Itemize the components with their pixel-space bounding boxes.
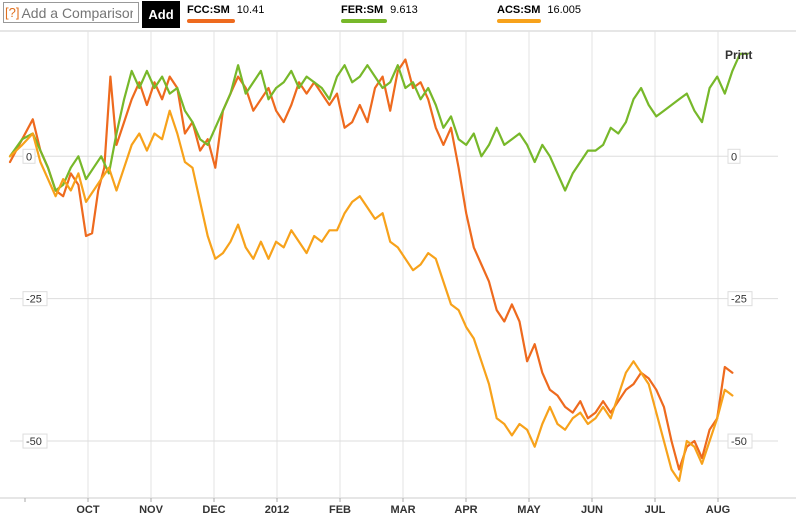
legend-item-fcc: FCC:SM 10.41 bbox=[187, 4, 265, 23]
x-tick-label: JUN bbox=[581, 504, 603, 516]
legend-swatch bbox=[187, 19, 235, 23]
print-button[interactable]: Print bbox=[725, 48, 753, 62]
series-line-fer-sm bbox=[8, 52, 749, 192]
legend-swatch bbox=[341, 19, 387, 23]
legend-value: 10.41 bbox=[236, 4, 265, 16]
x-tick-label: AUG bbox=[706, 504, 730, 516]
legend-ticker: ACS:SM bbox=[497, 4, 541, 16]
y-tick-box-right bbox=[727, 433, 753, 449]
y-tick-box-left bbox=[22, 148, 36, 164]
x-tick-label: NOV bbox=[139, 504, 164, 516]
x-tick-label: MAR bbox=[390, 504, 415, 516]
legend-ticker: FER:SM bbox=[341, 4, 384, 16]
series-line-acs-sm bbox=[8, 109, 734, 482]
y-tick-label-left: -50 bbox=[26, 436, 42, 448]
help-icon[interactable]: [?] bbox=[5, 5, 20, 20]
legend-item-acs: ACS:SM 16.005 bbox=[497, 4, 582, 23]
y-tick-box-left bbox=[22, 291, 48, 307]
comparison-box[interactable]: [?] bbox=[3, 2, 139, 23]
y-tick-label-right: -50 bbox=[731, 436, 747, 448]
x-tick-label: FEB bbox=[329, 504, 351, 516]
x-tick-label: JUL bbox=[645, 504, 666, 516]
comparison-input[interactable] bbox=[19, 4, 134, 21]
series-line-fcc-sm bbox=[8, 58, 734, 471]
y-tick-label-right: 0 bbox=[731, 151, 737, 163]
y-tick-label-right: -25 bbox=[731, 294, 747, 306]
legend-value: 9.613 bbox=[390, 4, 418, 16]
y-tick-box-right bbox=[727, 148, 741, 164]
legend-item-fer: FER:SM 9.613 bbox=[341, 4, 418, 23]
x-tick-label: APR bbox=[454, 504, 477, 516]
y-tick-label-left: -25 bbox=[26, 294, 42, 306]
y-tick-box-right bbox=[727, 291, 753, 307]
x-tick-label: MAY bbox=[517, 504, 541, 516]
x-tick-label: 2012 bbox=[265, 504, 289, 516]
x-tick-label: OCT bbox=[76, 504, 100, 516]
legend-value: 16.005 bbox=[547, 4, 582, 16]
legend-ticker: FCC:SM bbox=[187, 4, 230, 16]
legend-swatch bbox=[497, 19, 541, 23]
chart-toolbar: [?] Add FCC:SM 10.41 FER:SM 9.613 ACS:SM 16… bbox=[0, 0, 796, 30]
y-tick-box-left bbox=[22, 433, 48, 449]
add-button[interactable]: Add bbox=[142, 1, 180, 28]
x-tick-label: DEC bbox=[202, 504, 225, 516]
y-tick-label-left: 0 bbox=[26, 151, 32, 163]
